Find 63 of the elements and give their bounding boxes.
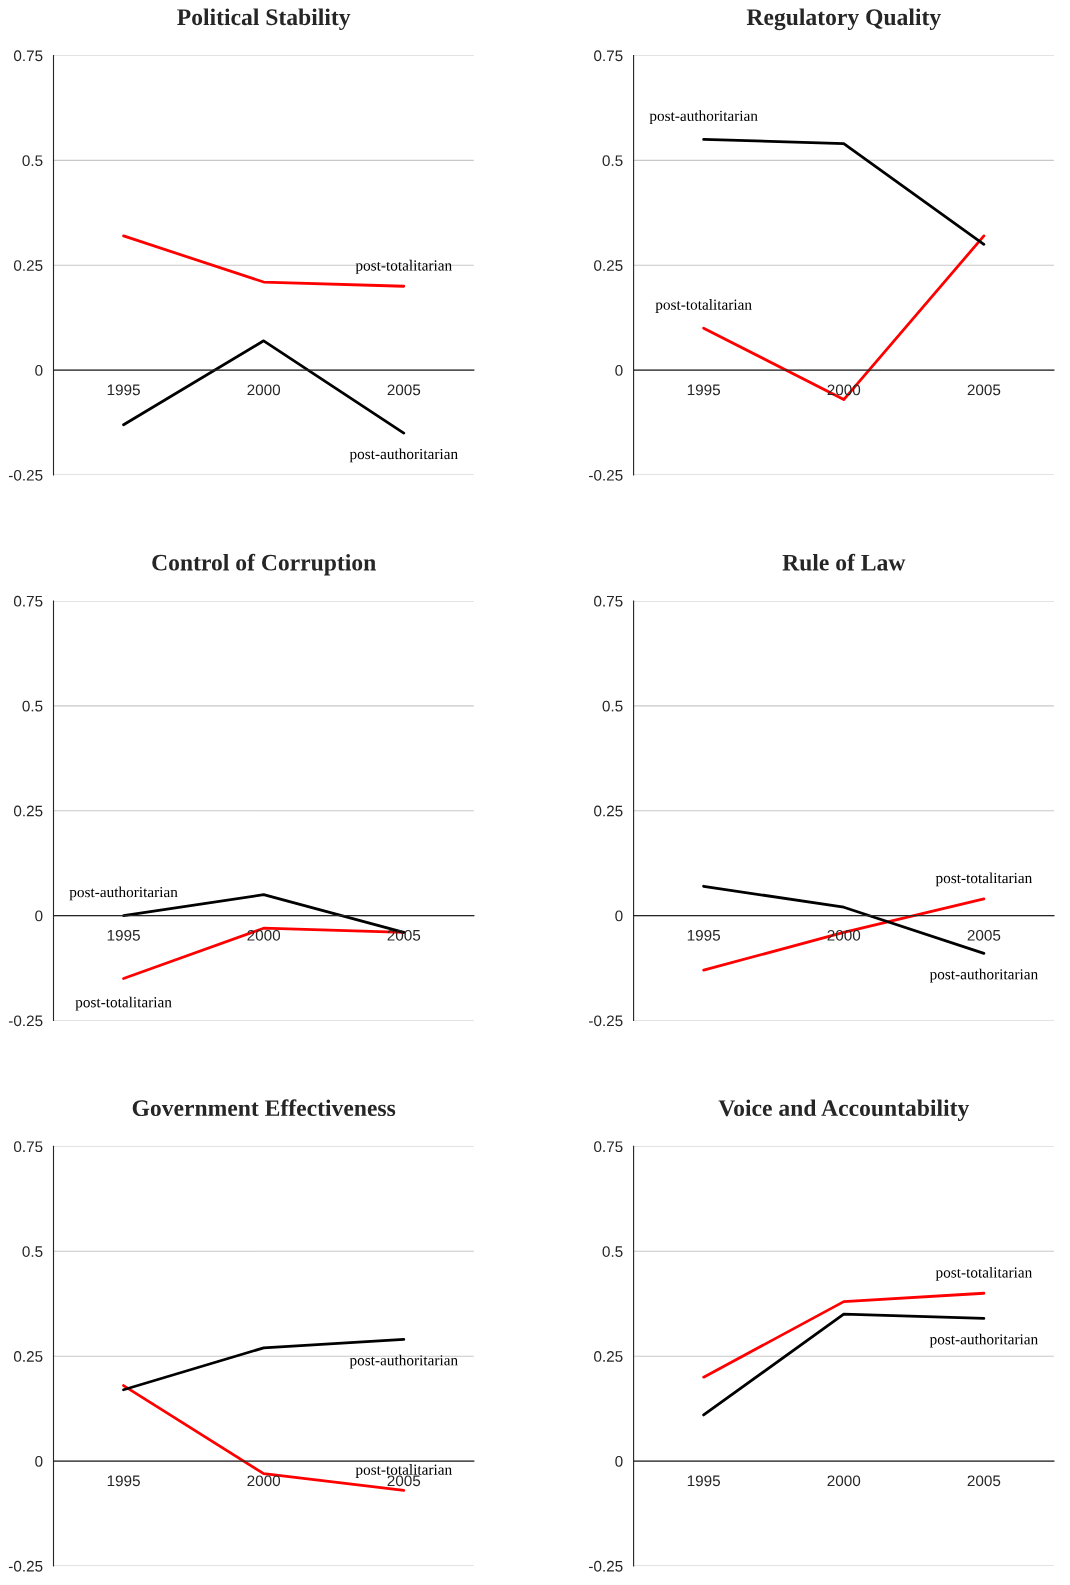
y-tick-label: 0 (35, 1455, 43, 1467)
y-tick-label: 0.25 (13, 805, 43, 817)
x-tick-label: 2005 (967, 929, 1001, 941)
y-tick-label: 0.75 (13, 50, 43, 62)
series-label: post-totalitarian (75, 996, 172, 1011)
x-tick-label: 1995 (687, 384, 721, 396)
y-tick-label: -0.25 (8, 1560, 43, 1572)
series-label: post-totalitarian (355, 259, 452, 274)
y-tick-label: 0 (35, 910, 43, 922)
x-tick-label: 1995 (107, 384, 140, 396)
x-tick-label: 1995 (107, 929, 140, 941)
x-tick-label: 1995 (687, 929, 721, 941)
y-tick-label: 0.25 (594, 1351, 623, 1362)
y-tick-label: 0.5 (602, 1246, 623, 1257)
y-tick-label: -0.25 (8, 469, 43, 481)
y-tick-label: 0.75 (594, 1141, 623, 1153)
y-tick-label: -0.25 (589, 1015, 623, 1027)
chart-title: Rule of Law (782, 553, 906, 571)
series-label: post-authoritarian (649, 110, 758, 125)
y-tick-label: 0.5 (602, 700, 623, 712)
x-tick-label: 2005 (967, 1475, 1001, 1487)
x-tick-label: 2000 (827, 929, 861, 941)
y-tick-label: 0.5 (22, 700, 43, 712)
x-tick-label: 1995 (107, 1475, 140, 1487)
series-label: post-authoritarian (929, 968, 1038, 983)
series-label: post-authoritarian (69, 886, 178, 901)
y-tick-label: 0.25 (13, 1351, 43, 1362)
chart-title: Control of Corruption (152, 553, 376, 576)
y-tick-label: 0.75 (13, 595, 43, 607)
y-tick-label: 0.25 (594, 260, 623, 271)
y-tick-label: 0.25 (594, 805, 623, 817)
x-tick-label: 2000 (247, 1475, 281, 1487)
x-tick-label: 2000 (827, 1475, 861, 1487)
x-tick-label: 1995 (687, 1475, 721, 1487)
y-tick-label: 0 (615, 365, 623, 376)
y-tick-label: -0.25 (8, 1015, 43, 1027)
y-tick-label: -0.25 (589, 469, 623, 481)
x-tick-label: 2005 (967, 384, 1001, 396)
y-tick-label: 0 (35, 365, 43, 376)
y-tick-label: 0 (615, 910, 623, 922)
y-tick-label: 0.75 (594, 50, 623, 62)
series-label: post-authoritarian (349, 448, 458, 463)
x-tick-label: 2005 (387, 384, 421, 396)
y-tick-label: 0.5 (22, 1246, 43, 1257)
x-tick-label: 2000 (247, 929, 281, 941)
chart-title: Political Stability (177, 8, 351, 31)
series-label: post-totalitarian (655, 299, 752, 313)
y-tick-label: 0 (615, 1455, 623, 1467)
chart-title: Government Effectiveness (132, 1099, 396, 1117)
series-label: post-authoritarian (929, 1333, 1038, 1348)
series-label: post-totalitarian (935, 872, 1033, 887)
series-label: post-totalitarian (935, 1266, 1033, 1281)
x-tick-label: 2000 (247, 384, 281, 396)
series-label: post-authoritarian (349, 1354, 458, 1369)
y-tick-label: 0.5 (602, 155, 623, 167)
chart-title: Regulatory Quality (746, 8, 941, 31)
x-tick-label: 2005 (387, 929, 421, 941)
y-tick-label: -0.25 (589, 1560, 623, 1572)
y-tick-label: 0.75 (594, 595, 623, 607)
y-tick-label: 0.75 (13, 1141, 43, 1153)
y-tick-label: 0.25 (13, 260, 43, 271)
y-tick-label: 0.5 (22, 155, 43, 167)
chart-title: Voice and Accountability (718, 1099, 970, 1121)
